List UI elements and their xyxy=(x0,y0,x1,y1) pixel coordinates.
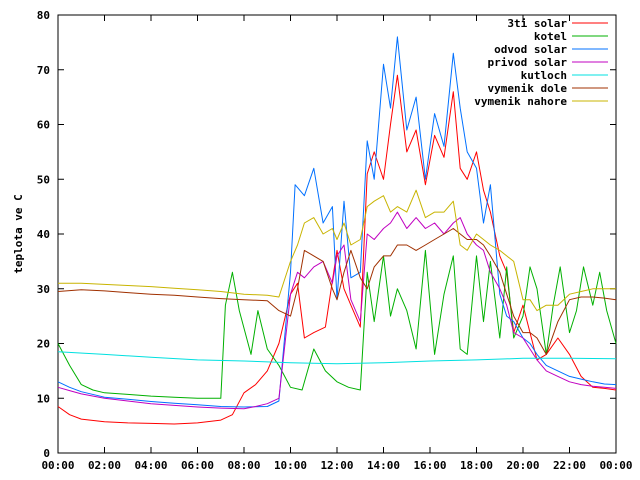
y-tick-label: 50 xyxy=(37,173,50,186)
series-line-2 xyxy=(57,36,617,408)
x-tick-label: 06:00 xyxy=(181,459,214,472)
x-tick-label: 16:00 xyxy=(413,459,446,472)
series-line-5 xyxy=(57,228,617,355)
y-tick-label: 80 xyxy=(37,9,50,22)
legend-label: vymenik nahore xyxy=(474,95,567,108)
y-tick-label: 20 xyxy=(37,338,50,351)
x-tick-label: 08:00 xyxy=(227,459,260,472)
legend-label: privod solar xyxy=(488,56,568,69)
x-tick-label: 12:00 xyxy=(320,459,353,472)
y-tick-label: 0 xyxy=(43,447,50,460)
y-tick-label: 70 xyxy=(37,64,50,77)
y-axis-label: teplota ve C xyxy=(12,194,25,273)
y-tick-label: 30 xyxy=(37,283,50,296)
x-axis-ticks: 00:00 02:00 04:00 06:00 08:00 10:00 12:00 14:00… xyxy=(41,15,633,472)
legend-label: 3ti solar xyxy=(507,17,567,30)
x-tick-label: 20:00 xyxy=(506,459,539,472)
series-lines xyxy=(57,36,617,425)
legend-label: kotel xyxy=(534,30,567,43)
legend-label: odvod solar xyxy=(494,43,567,56)
series-line-3 xyxy=(57,211,617,410)
series-line-4 xyxy=(57,351,617,365)
x-tick-label: 18:00 xyxy=(460,459,493,472)
y-tick-label: 10 xyxy=(37,392,50,405)
series-line-0 xyxy=(57,74,617,425)
x-tick-label: 10:00 xyxy=(274,459,307,472)
series-line-1 xyxy=(57,249,617,399)
y-tick-label: 40 xyxy=(37,228,50,241)
y-tick-label: 60 xyxy=(37,119,50,132)
legend-label: kutloch xyxy=(521,69,567,82)
x-tick-label: 00:00 xyxy=(599,459,632,472)
x-tick-label: 04:00 xyxy=(134,459,167,472)
series-line-6 xyxy=(58,189,616,312)
x-tick-label: 22:00 xyxy=(553,459,586,472)
x-tick-label: 02:00 xyxy=(88,459,121,472)
legend-label: vymenik dole xyxy=(488,82,568,95)
x-tick-label: 00:00 xyxy=(41,459,74,472)
x-tick-label: 14:00 xyxy=(367,459,400,472)
